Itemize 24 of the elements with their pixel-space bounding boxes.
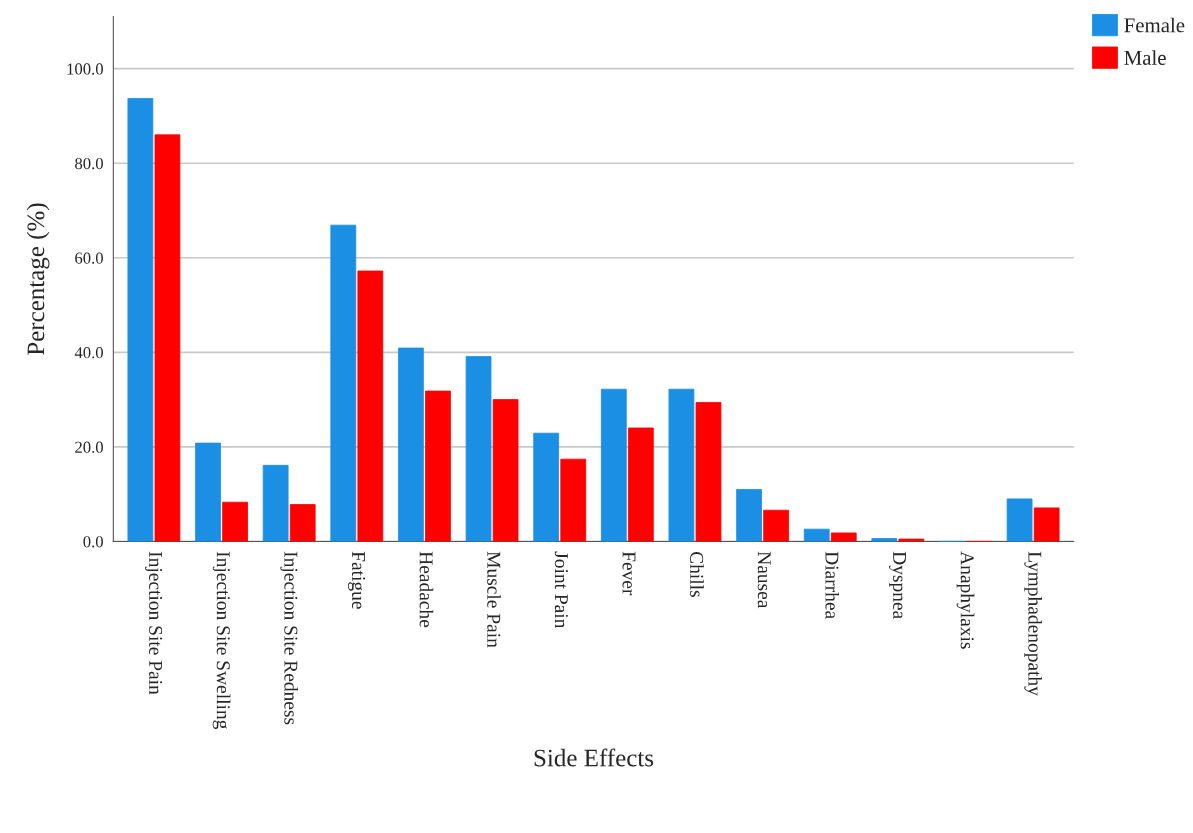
x-tick-label: Diarrhea bbox=[825, 551, 840, 619]
x-tick-label: Fatigue bbox=[347, 551, 366, 609]
y-tick-label: 100.0 bbox=[67, 63, 103, 75]
legend-label: Female bbox=[1124, 17, 1185, 33]
x-tick-label: Nausea bbox=[757, 551, 771, 609]
x-tick-label: Chills bbox=[690, 551, 704, 597]
x-tick-label: Dyspnea bbox=[889, 551, 906, 619]
y-tick-label: 40.0 bbox=[74, 347, 103, 359]
x-tick-label: Joint Pain bbox=[554, 551, 568, 629]
y-tick-label: 20.0 bbox=[75, 441, 103, 453]
x-axis-title: Side Effects bbox=[534, 748, 654, 767]
y-tick-label: 0.0 bbox=[83, 536, 103, 548]
y-tick-label: 60.0 bbox=[75, 252, 103, 264]
x-tick-label: Injection Site Pain bbox=[145, 551, 163, 695]
x-tick-label: Headache bbox=[419, 551, 434, 628]
x-tick-label: Injection Site Swelling bbox=[212, 551, 231, 730]
legend-label: Male bbox=[1124, 50, 1166, 65]
x-tick-label: Fever bbox=[622, 551, 636, 596]
x-tick-label: Muscle Pain bbox=[487, 551, 501, 648]
y-tick-label: 80.0 bbox=[75, 157, 103, 170]
x-tick-label: Injection Site Redness bbox=[280, 551, 298, 725]
y-axis-title: Percentage (%) bbox=[26, 203, 50, 356]
x-tick-label: Lymphadenopathy bbox=[1024, 551, 1042, 696]
x-tick-label: Anaphylaxis bbox=[956, 551, 975, 649]
